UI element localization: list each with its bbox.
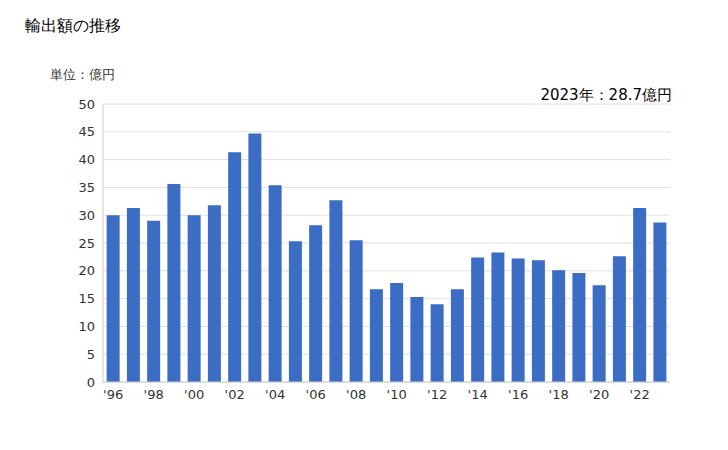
svg-text:'96: '96 (103, 387, 123, 402)
svg-text:0: 0 (87, 375, 95, 390)
svg-text:'22: '22 (630, 387, 650, 402)
svg-text:'10: '10 (387, 387, 407, 402)
svg-text:30: 30 (78, 208, 95, 223)
svg-text:'18: '18 (549, 387, 569, 402)
svg-text:'04: '04 (265, 387, 285, 402)
svg-text:'20: '20 (589, 387, 609, 402)
svg-text:10: 10 (78, 319, 95, 334)
svg-text:35: 35 (78, 180, 95, 195)
svg-text:5: 5 (87, 347, 95, 362)
svg-text:40: 40 (78, 152, 95, 167)
svg-text:'00: '00 (184, 387, 204, 402)
html-text:単位：億円: 単位：億円 (50, 67, 115, 82)
svg-text:45: 45 (78, 124, 95, 139)
svg-text:'06: '06 (306, 387, 326, 402)
html-text:2023年：28.7億円: 2023年：28.7億円 (540, 86, 672, 104)
html-text:輸出額の推移: 輸出額の推移 (25, 16, 121, 35)
svg-text:15: 15 (78, 291, 95, 306)
svg-text:'02: '02 (225, 387, 245, 402)
svg-text:'16: '16 (508, 387, 528, 402)
svg-text:'98: '98 (144, 387, 164, 402)
svg-text:25: 25 (78, 236, 95, 251)
svg-text:'14: '14 (468, 387, 488, 402)
svg-text:20: 20 (78, 263, 95, 278)
svg-text:'12: '12 (427, 387, 447, 402)
svg-text:'08: '08 (346, 387, 366, 402)
svg-text:50: 50 (78, 97, 95, 112)
